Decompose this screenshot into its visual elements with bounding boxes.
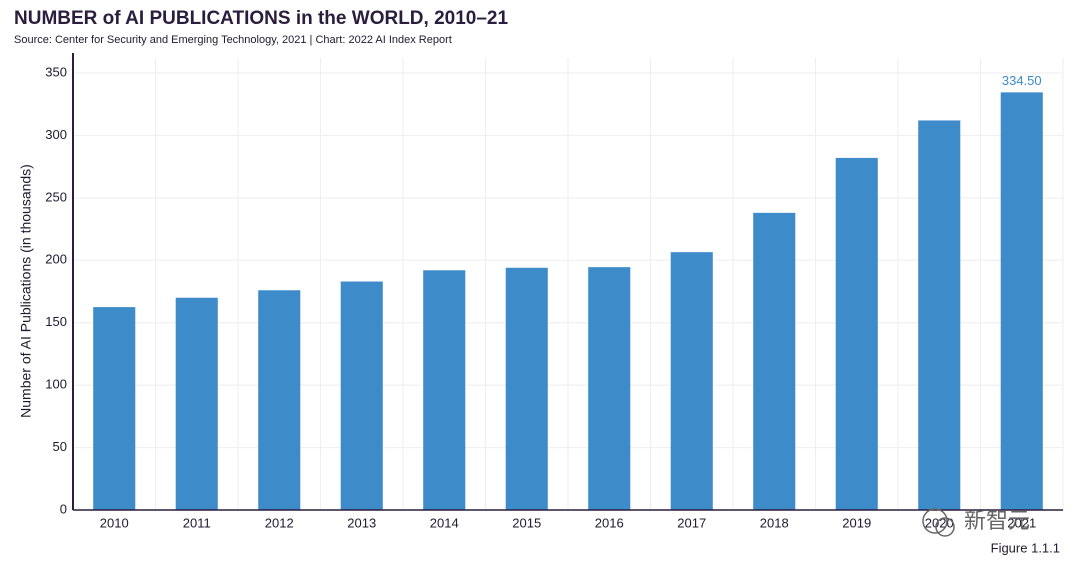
x-tick-label: 2019	[842, 515, 871, 530]
watermark: 新智元	[964, 508, 1030, 533]
bar	[175, 297, 218, 510]
bar	[1000, 92, 1043, 511]
x-tick-label: 2011	[183, 515, 211, 530]
x-tick-label: 2010	[100, 515, 129, 530]
x-tick-label: 2021	[1007, 515, 1036, 530]
watermark-icon	[922, 508, 948, 534]
x-tick-label: 2018	[760, 515, 789, 530]
y-tick-label: 50	[53, 439, 67, 454]
y-axis-label: Number of AI Publications (in thousands)	[18, 164, 34, 418]
y-tick-label: 250	[45, 189, 67, 204]
bar	[670, 252, 713, 511]
y-tick-label: 150	[45, 314, 67, 329]
watermark-icon	[935, 517, 955, 537]
bar	[258, 290, 301, 510]
x-tick-label: 2015	[512, 515, 541, 530]
y-tick-label: 300	[45, 127, 67, 142]
bar	[918, 120, 961, 511]
y-tick-label: 0	[60, 501, 67, 516]
x-tick-label: 2014	[430, 515, 459, 530]
bar	[340, 281, 383, 510]
x-tick-label: 2017	[677, 515, 706, 530]
bar	[93, 307, 136, 510]
x-tick-label: 2012	[265, 515, 294, 530]
y-tick-label: 100	[45, 377, 67, 392]
x-tick-label: 2013	[347, 515, 376, 530]
y-tick-label: 350	[45, 64, 67, 79]
chart-title: NUMBER of AI PUBLICATIONS in the WORLD, …	[14, 8, 508, 29]
figure-label: Figure 1.1.1	[991, 540, 1060, 555]
bar	[753, 212, 796, 510]
bar	[423, 270, 466, 510]
bar	[505, 267, 548, 510]
bar	[835, 157, 878, 510]
y-tick-label: 200	[45, 252, 67, 267]
chart-subtitle: Source: Center for Security and Emerging…	[14, 34, 452, 46]
x-tick-label: 2020	[925, 515, 954, 530]
x-tick-label: 2016	[595, 515, 624, 530]
bar	[588, 267, 631, 510]
value-label: 334.50	[1002, 73, 1042, 88]
